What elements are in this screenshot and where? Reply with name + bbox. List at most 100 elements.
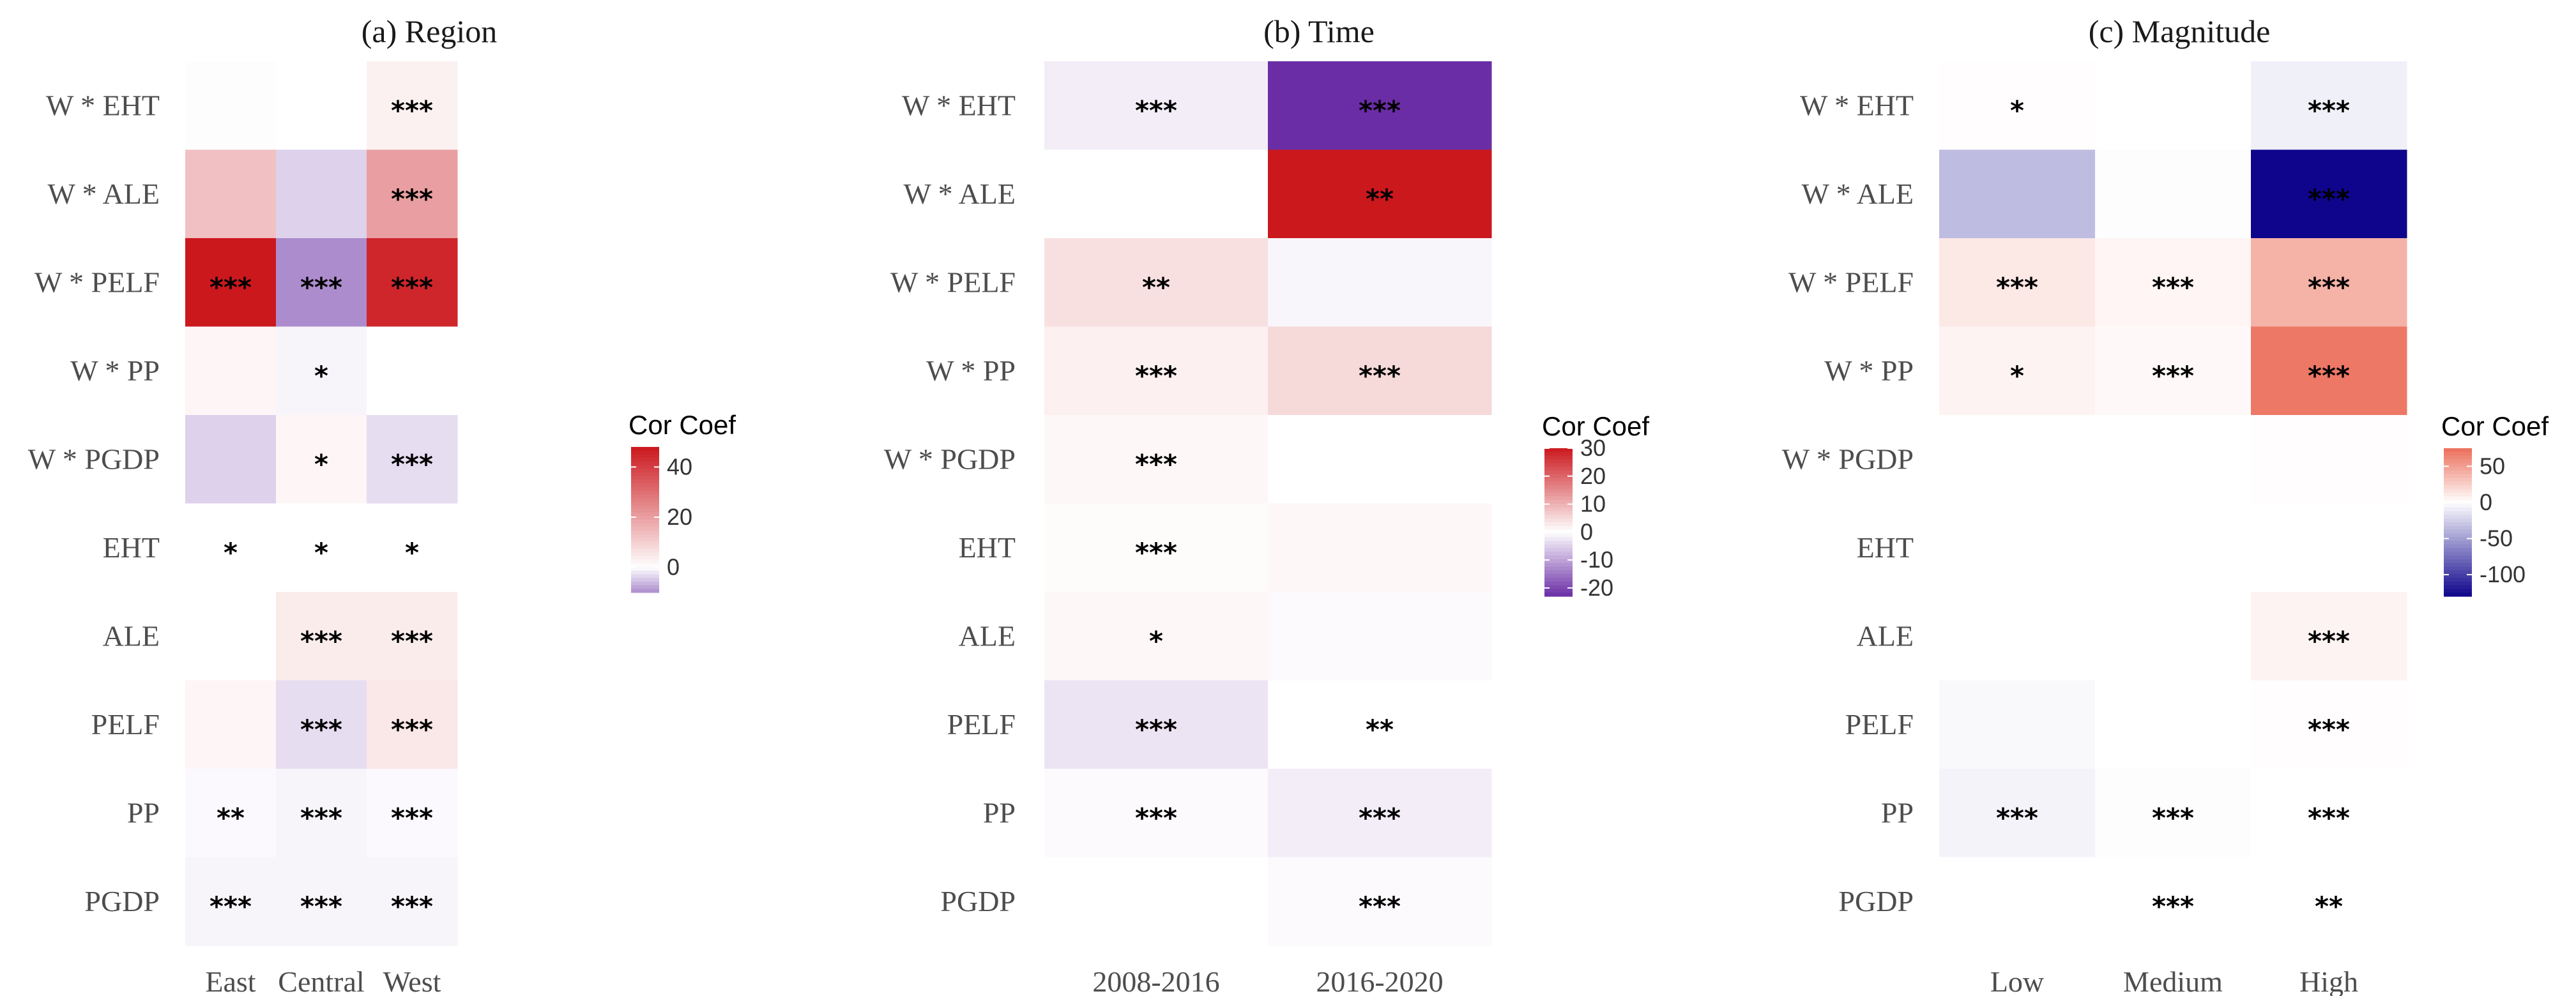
heatmap-cell: [2095, 415, 2252, 504]
y-tick-label: PELF: [91, 708, 160, 741]
legend-tick-label: 40: [667, 453, 692, 479]
legend-color-step: [631, 578, 659, 582]
significance-label: *: [314, 537, 328, 568]
legend-color-step: [631, 447, 659, 451]
y-tick-label: EHT: [1857, 531, 1914, 564]
legend-color-step: [1544, 451, 1573, 456]
significance-label: ***: [1359, 360, 1401, 391]
heatmap-cell: [367, 326, 458, 416]
legend-color-step: [631, 538, 659, 542]
significance-label: *: [314, 448, 328, 479]
x-tick-label: West: [383, 965, 441, 996]
significance-label: ***: [391, 271, 433, 303]
heatmap-cell: [367, 238, 458, 327]
y-tick-label: W * ALE: [48, 177, 160, 210]
heatmap-cell: [276, 857, 367, 946]
legend-color-step: [631, 541, 659, 546]
y-tick-label: ALE: [959, 619, 1016, 652]
heatmap-cell: [2251, 415, 2407, 504]
legend-color-step: [1544, 455, 1573, 460]
legend-color-step: [1544, 496, 1573, 501]
heatmap-cell: [1044, 857, 1269, 946]
heatmap-cell: [2251, 592, 2407, 681]
legend-color-step: [631, 487, 659, 491]
significance-label: ***: [391, 891, 433, 922]
legend-tick-label: 20: [667, 504, 692, 530]
legend-color-step: [1544, 459, 1573, 464]
heatmap-cell: [367, 503, 458, 592]
y-tick-label: W * PELF: [1788, 266, 1914, 298]
legend-color-step: [1544, 537, 1573, 541]
legend-color-step: [2444, 544, 2472, 549]
legend-color-step: [631, 567, 659, 571]
legend-color-step: [631, 574, 659, 578]
panel-title: (b) Time: [1263, 13, 1375, 49]
legend-color-step: [631, 559, 659, 564]
y-tick-label: W * PELF: [34, 266, 160, 298]
significance-label: ***: [391, 714, 433, 745]
legend-color-step: [631, 581, 659, 586]
heatmap-cell: [1044, 61, 1269, 150]
legend-color-step: [631, 465, 659, 469]
legend-color-step: [2444, 566, 2472, 571]
significance-label: *: [314, 360, 328, 391]
significance-label: ***: [300, 891, 342, 922]
significance-label: ***: [2308, 94, 2350, 126]
legend-color-step: [1544, 581, 1573, 586]
legend-color-step: [631, 483, 659, 488]
legend-color-step: [1544, 488, 1573, 494]
heatmap-cell: [1044, 769, 1269, 857]
heatmap-cell: [1044, 592, 1269, 681]
legend-color-step: [2444, 448, 2472, 453]
legend-color-step: [2444, 585, 2472, 589]
x-tick-label: Low: [1990, 965, 2045, 996]
y-tick-label: PP: [1881, 796, 1914, 829]
heatmap-cell: [1044, 149, 1269, 239]
y-tick-label: W * PP: [926, 354, 1016, 387]
heatmap-cell: [2095, 61, 2252, 150]
heatmap-cell: [1939, 680, 2096, 769]
significance-label: ***: [1135, 714, 1177, 745]
legend-color-step: [2444, 555, 2472, 560]
significance-label: ***: [2308, 802, 2350, 833]
heatmap-cell: [185, 415, 277, 504]
significance-label: ***: [210, 891, 252, 922]
legend-color-step: [1544, 448, 1573, 453]
significance-label: *: [2010, 94, 2024, 126]
legend-tick-label: -10: [1580, 547, 1613, 573]
y-tick-label: W * PGDP: [884, 442, 1016, 475]
heatmap-cell: [1268, 326, 1492, 416]
legend-color-step: [2444, 507, 2472, 512]
legend-color-step: [631, 548, 659, 553]
panel-region: ********* *** ***** **** * **** ****** ***** ***…: [28, 13, 736, 996]
significance-label: ***: [1359, 802, 1401, 833]
legend-title: Cor Coef: [1542, 411, 1649, 441]
heatmap-cell: [185, 592, 277, 681]
legend-color-step: [631, 490, 659, 495]
legend-color-step: [1544, 589, 1573, 593]
legend-color-step: [631, 497, 659, 502]
legend-color-step: [1544, 562, 1573, 568]
legend-color-step: [2444, 529, 2472, 534]
legend-tick-label: 0: [667, 554, 680, 580]
legend-color-step: [1544, 504, 1573, 508]
heatmap-cell: [276, 238, 367, 327]
legend-color-step: [2444, 537, 2472, 541]
legend-tick-label: 10: [1580, 491, 1606, 517]
heatmap-cell: [1044, 238, 1269, 327]
significance-label: **: [1142, 271, 1170, 303]
heatmap-cell: [1268, 680, 1492, 769]
significance-label: ***: [1359, 94, 1401, 126]
legend-tick-label: 20: [1580, 463, 1606, 489]
significance-label: ***: [391, 94, 433, 126]
legend-color-step: [2444, 522, 2472, 527]
significance-label: ***: [300, 714, 342, 745]
significance-label: **: [217, 802, 245, 833]
significance-label: ***: [391, 183, 433, 215]
heatmap-cell: [1268, 149, 1492, 239]
legend-color-step: [1544, 500, 1573, 504]
legend-color-step: [2444, 463, 2472, 467]
heatmap-cell: [2251, 680, 2407, 769]
y-tick-label: W * EHT: [902, 89, 1016, 121]
legend-color-step: [631, 545, 659, 550]
